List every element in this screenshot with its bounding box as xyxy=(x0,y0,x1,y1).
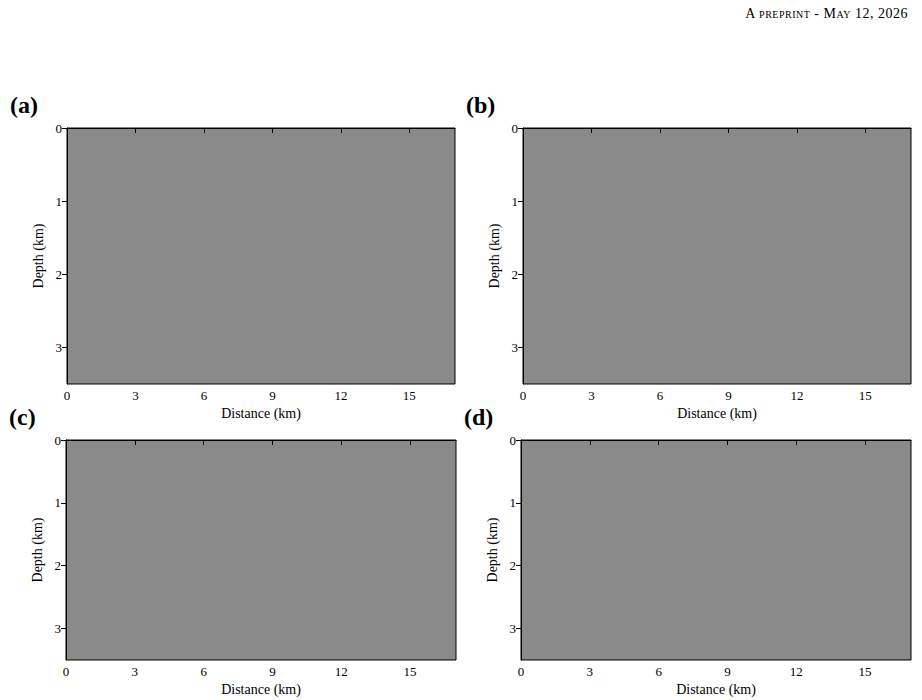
svg-text:3: 3 xyxy=(512,340,519,355)
svg-text:9: 9 xyxy=(269,388,276,403)
svg-text:12: 12 xyxy=(335,664,348,679)
svg-text:12: 12 xyxy=(790,388,803,403)
svg-text:12: 12 xyxy=(334,388,347,403)
svg-text:9: 9 xyxy=(725,388,732,403)
svg-text:9: 9 xyxy=(724,664,731,679)
svg-text:0: 0 xyxy=(64,388,71,403)
svg-text:Depth (km): Depth (km) xyxy=(30,517,46,582)
svg-text:0: 0 xyxy=(518,664,525,679)
svg-text:15: 15 xyxy=(859,664,872,679)
svg-text:(c): (c) xyxy=(9,404,36,430)
svg-text:12: 12 xyxy=(790,664,803,679)
svg-text:1: 1 xyxy=(510,495,517,510)
html-text:A preprint - May 12, 2026: A preprint - May 12, 2026 xyxy=(745,6,908,21)
svg-text:0: 0 xyxy=(55,433,62,448)
svg-text:2: 2 xyxy=(510,558,517,573)
svg-text:3: 3 xyxy=(132,664,139,679)
svg-text:1: 1 xyxy=(55,495,62,510)
svg-text:6: 6 xyxy=(657,388,664,403)
svg-text:6: 6 xyxy=(655,664,662,679)
svg-text:9: 9 xyxy=(269,664,276,679)
svg-text:Depth (km): Depth (km) xyxy=(487,223,503,288)
svg-text:0: 0 xyxy=(63,664,70,679)
svg-text:3: 3 xyxy=(588,388,595,403)
svg-text:0: 0 xyxy=(512,121,519,136)
svg-text:0: 0 xyxy=(520,388,527,403)
svg-text:Depth (km): Depth (km) xyxy=(31,223,47,288)
svg-text:3: 3 xyxy=(510,621,517,636)
svg-text:Depth (km): Depth (km) xyxy=(485,517,501,582)
svg-text:Distance (km): Distance (km) xyxy=(221,406,301,422)
svg-text:0: 0 xyxy=(56,121,63,136)
svg-text:15: 15 xyxy=(404,664,417,679)
svg-text:(d): (d) xyxy=(464,404,493,430)
svg-text:(b): (b) xyxy=(466,92,495,118)
svg-text:6: 6 xyxy=(200,664,207,679)
svg-text:Distance (km): Distance (km) xyxy=(221,682,301,698)
svg-text:2: 2 xyxy=(56,267,63,282)
svg-text:6: 6 xyxy=(201,388,208,403)
svg-text:2: 2 xyxy=(55,558,62,573)
svg-text:3: 3 xyxy=(55,621,62,636)
svg-text:3: 3 xyxy=(132,388,139,403)
svg-text:(a): (a) xyxy=(10,92,38,118)
svg-text:2: 2 xyxy=(512,267,519,282)
svg-text:1: 1 xyxy=(512,194,519,209)
svg-text:Distance (km): Distance (km) xyxy=(677,406,757,422)
svg-text:3: 3 xyxy=(56,340,63,355)
svg-text:0: 0 xyxy=(510,433,517,448)
svg-text:3: 3 xyxy=(587,664,594,679)
svg-text:15: 15 xyxy=(403,388,416,403)
svg-text:15: 15 xyxy=(859,388,872,403)
svg-text:Distance (km): Distance (km) xyxy=(676,682,756,698)
svg-text:1: 1 xyxy=(56,194,63,209)
